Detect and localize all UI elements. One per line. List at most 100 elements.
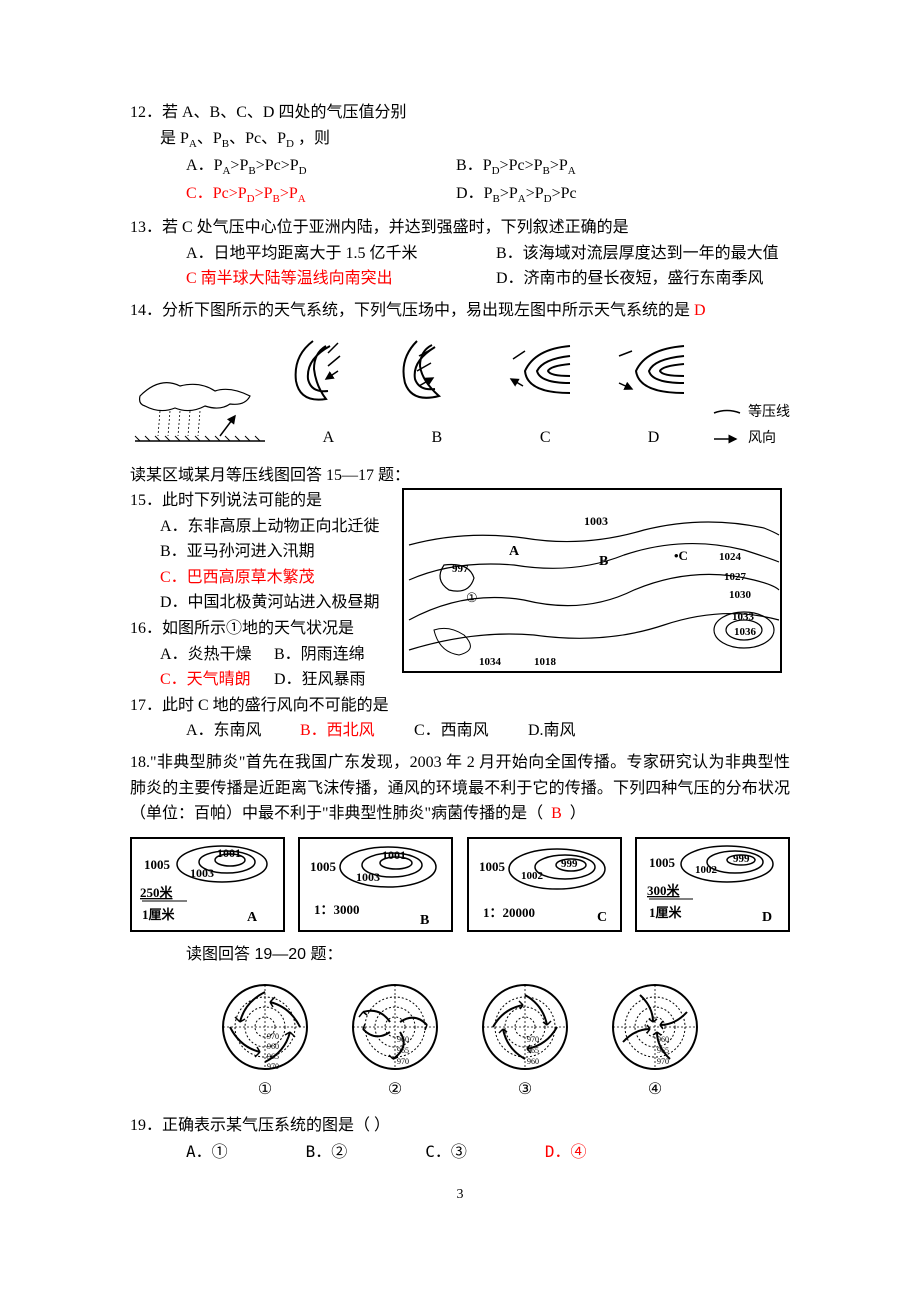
wind-arrow-icon [712,432,742,446]
svg-text:1003: 1003 [356,870,380,884]
svg-text:965: 965 [527,1046,539,1055]
legend-isobar: 等压线 [712,402,790,424]
svg-text:1005: 1005 [479,859,506,874]
map-marker-c: •C [674,548,688,563]
q16-option-d: D．狂风暴雨 [274,667,384,693]
questions-15-16: 15．此时下列说法可能的是 A．东非高原上动物正向北迁徙 B．亚马孙河进入汛期 … [130,488,390,693]
q17-option-c: C．西南风 [414,718,524,744]
pbox-d-svg: 1005 1002 999 300米 1厘米 D [637,839,788,930]
q16-option-b: B．阴雨连绵 [274,642,384,668]
map-val-1018: 1018 [534,656,557,668]
svg-text:999: 999 [561,858,578,870]
q14-legend: 等压线 风向 [712,402,790,451]
section-19-20-intro: 读图回答 19—20 题： [130,942,790,968]
q12-options-row2: C．Pc>PD>PB>PA D．PB>PA>PD>Pc [130,181,790,209]
q12-option-b: B．PD>Pc>PB>PA [456,153,686,181]
section-15-17-intro: 读某区域某月等压线图回答 15—17 题： [130,463,790,489]
svg-text:965: 965 [657,1046,669,1055]
q12-option-c: C．Pc>PD>PB>PA [186,181,416,209]
q19-option-b: B．② [306,1139,416,1165]
svg-text:1001: 1001 [382,848,406,862]
diagram-b-label: B [387,425,487,451]
question-14: 14．分析下图所示的天气系统，下列气压场中，易出现左图中所示天气系统的是 D [130,298,790,324]
circ-3: 970 965 960 ③ [475,977,575,1103]
q16-options-row2: C．天气晴朗 D．狂风暴雨 [130,667,390,693]
svg-text:960: 960 [267,1042,279,1051]
svg-text:1005: 1005 [310,859,337,874]
svg-text:300米: 300米 [647,883,681,898]
svg-text:1003: 1003 [190,866,214,880]
svg-text:999: 999 [733,853,750,865]
q19-options: A．① B．② C．③ D．④ [130,1139,790,1165]
svg-text:D: D [762,910,772,925]
diagram-a-label: A [278,425,378,451]
map-val-1033: 1033 [732,611,755,623]
q17-options: A．东南风 B．西北风 C．西南风 D.南风 [130,718,790,744]
q13-option-d: D．济南市的昼长夜短，盛行东南季风 [496,266,764,292]
diagram-c-label: C [495,425,595,451]
map-marker-b: B [599,554,608,569]
q13-option-c: C 南半球大陆等温线向南突出 [186,266,456,292]
map-val-1030: 1030 [729,589,752,601]
pbox-c-svg: 1005 1002 999 1：20000 C [469,839,620,930]
diagram-d-label: D [604,425,704,451]
pressure-box-c: 1005 1002 999 1：20000 C [467,837,622,932]
q12-stem-line2: 是 PA、PB、Pc、PD ，则 [130,126,790,154]
q13-stem: 13．若 C 处气压中心位于亚洲内陆，并达到强盛时，下列叙述正确的是 [130,215,790,241]
svg-text:970: 970 [397,1057,409,1066]
circ-3-svg: 970 965 960 [475,977,575,1077]
map-val-997: 997 [452,563,469,575]
svg-text:1001: 1001 [217,846,241,860]
isobar-map: 1003 997 1024 1027 1030 1033 1036 1034 1… [402,488,782,673]
svg-text:960: 960 [527,1057,539,1066]
circ-2-svg: 960 965 970 [345,977,445,1077]
svg-text:1厘米: 1厘米 [649,905,683,920]
q12-option-d: D．PB>PA>PD>Pc [456,181,686,209]
map-val-1036: 1036 [734,626,757,638]
isobar-a-icon [278,331,378,416]
svg-text:250米: 250米 [140,885,174,900]
map-marker-a: A [509,544,520,559]
circ-1-label: ① [258,1077,272,1103]
svg-text:1002: 1002 [695,864,718,876]
q14-answer: D [694,302,706,319]
q13-option-b: B．该海域对流层厚度达到一年的最大值 [496,241,779,267]
svg-text:1：20000: 1：20000 [483,905,535,920]
diagram-c-wrap: C [495,331,595,450]
svg-text:970: 970 [527,1035,539,1044]
q16-stem: 16．如图所示①地的天气状况是 [130,616,390,642]
q17-option-d: D.南风 [528,718,638,744]
circ-1-svg: 970 960 965 970 [215,977,315,1077]
q16-option-c: C．天气晴朗 [160,667,270,693]
circ-4-label: ④ [648,1077,662,1103]
isobar-d-icon [604,331,704,416]
svg-text:1：3000: 1：3000 [314,902,360,917]
q12-stem-line1: 12．若 A、B、C、D 四处的气压值分别 [130,100,790,126]
isobar-line-icon [712,406,742,420]
q19-option-d: D．④ [545,1139,655,1165]
map-with-questions: 15．此时下列说法可能的是 A．东非高原上动物正向北迁徙 B．亚马孙河进入汛期 … [130,488,790,693]
pressure-box-row: 1005 1001 1003 250米 1厘米 A 1005 1001 1003… [130,837,790,932]
map-val-1003: 1003 [584,514,608,528]
svg-text:A: A [247,910,258,925]
isobar-b-icon [387,331,487,416]
svg-text:970: 970 [267,1032,279,1041]
q17-stem: 17．此时 C 地的盛行风向不可能的是 [130,693,790,719]
q12-option-a: A．PA>PB>Pc>PD [186,153,416,181]
svg-text:960: 960 [397,1035,409,1044]
svg-text:960: 960 [657,1035,669,1044]
pressure-box-a: 1005 1001 1003 250米 1厘米 A [130,837,285,932]
legend-wind: 风向 [712,428,790,450]
pressure-box-d: 1005 1002 999 300米 1厘米 D [635,837,790,932]
circ-2: 960 965 970 ② [345,977,445,1103]
circ-3-label: ③ [518,1077,532,1103]
q14-stem: 14．分析下图所示的天气系统，下列气压场中，易出现左图中所示天气系统的是 D [130,298,790,324]
q19-option-a: A．① [186,1139,296,1165]
svg-text:970: 970 [657,1057,669,1066]
q19-option-c: C．③ [425,1139,535,1165]
pressure-box-b: 1005 1001 1003 1：3000 B [298,837,453,932]
q16-options-row1: A．炎热干燥 B．阴雨连绵 [130,642,390,668]
circ-4-svg: 960 965 970 [605,977,705,1077]
question-18: 18."非典型肺炎"首先在我国广东发现，2003 年 2 月开始向全国传播。专家… [130,750,790,827]
q13-options-row2: C 南半球大陆等温线向南突出 D．济南市的昼长夜短，盛行东南季风 [130,266,790,292]
